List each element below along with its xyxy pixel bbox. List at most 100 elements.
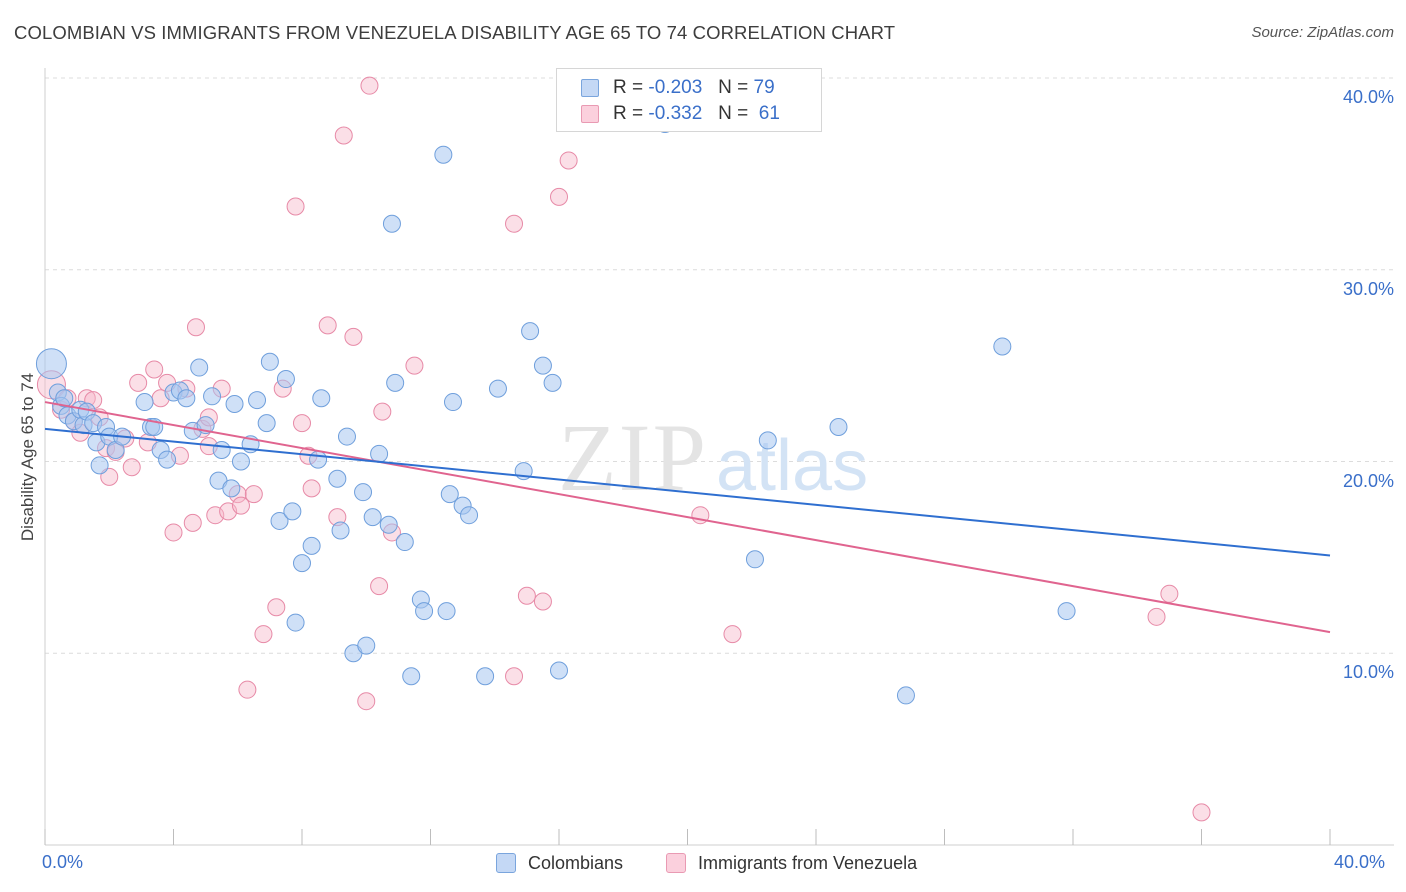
x-tick-label-max: 40.0% xyxy=(1334,852,1386,872)
colombians-point xyxy=(190,358,209,377)
venezuela-point xyxy=(723,625,742,644)
colombians-point xyxy=(357,636,376,655)
venezuela-point xyxy=(100,467,119,486)
venezuela-point xyxy=(318,316,337,335)
n-label: N = xyxy=(718,103,749,124)
colombians-point xyxy=(533,356,552,375)
colombians-point xyxy=(402,667,421,686)
colombians-point xyxy=(521,322,540,341)
colombians-point xyxy=(270,511,289,530)
venezuela-point xyxy=(183,513,202,532)
venezuela-point xyxy=(550,187,568,206)
colombians-point xyxy=(328,469,347,488)
grid-lines xyxy=(45,77,1394,654)
venezuela-point xyxy=(1147,607,1166,626)
source-credit: Source: ZipAtlas.com xyxy=(1251,24,1394,41)
colombians-point xyxy=(35,348,67,380)
r-label: R = xyxy=(613,103,644,124)
chart-title: COLOMBIAN VS IMMIGRANTS FROM VENEZUELA D… xyxy=(14,22,896,43)
colombians-point xyxy=(1057,602,1076,621)
venezuela-point xyxy=(1160,584,1179,603)
venezuela-point xyxy=(373,402,392,421)
venezuela-point xyxy=(344,327,363,346)
colombians-point xyxy=(260,352,279,371)
r-value-colombians: -0.203 xyxy=(648,77,703,98)
colombians-point xyxy=(415,602,434,621)
colombians-point xyxy=(434,145,453,164)
trend-line-colombians xyxy=(44,427,1331,557)
venezuela-point xyxy=(559,151,578,170)
venezuela-point xyxy=(1192,803,1211,822)
colombians-point xyxy=(745,550,764,569)
axes xyxy=(44,68,1394,846)
colombians-point xyxy=(337,427,356,446)
colombians-point xyxy=(395,533,414,552)
colombians-point xyxy=(443,393,462,412)
colombians-point xyxy=(896,686,915,705)
series-venezuela-points xyxy=(36,76,1211,822)
colombians-point xyxy=(257,414,276,433)
y-tick-label-3: 40.0% xyxy=(1342,87,1394,107)
venezuela-point xyxy=(357,692,376,711)
r-value-venezuela: -0.332 xyxy=(648,103,703,124)
colombians-point xyxy=(379,515,398,534)
colombians-point xyxy=(286,613,305,632)
colombians-point xyxy=(354,483,373,502)
colombians-point xyxy=(829,417,848,436)
colombians-point xyxy=(993,337,1012,356)
venezuela-point xyxy=(267,598,286,617)
colombians-point xyxy=(370,444,389,463)
venezuela-point xyxy=(533,592,552,611)
venezuela-point xyxy=(254,625,273,644)
venezuela-point xyxy=(334,126,353,145)
colombians-point xyxy=(543,373,562,392)
colombians-point xyxy=(386,373,405,392)
colombians-point xyxy=(312,389,331,408)
venezuela-point xyxy=(302,479,321,498)
colombians-point xyxy=(135,393,154,412)
venezuela-point xyxy=(122,458,141,477)
venezuela-point xyxy=(231,496,250,515)
venezuela-point xyxy=(129,373,148,392)
colombians-point xyxy=(758,431,777,450)
colombians-point xyxy=(283,502,302,521)
colombians-point xyxy=(382,214,401,233)
venezuela-point xyxy=(286,197,305,216)
colombians-point xyxy=(363,508,382,527)
venezuela-point xyxy=(405,356,424,375)
watermark: ZIP atlas xyxy=(558,404,868,511)
colombians-point xyxy=(212,440,231,459)
colombians-point xyxy=(90,456,109,475)
colombians-point xyxy=(476,667,495,686)
colombians-point xyxy=(488,379,507,398)
colombians-point xyxy=(331,521,350,540)
colombians-point xyxy=(158,450,177,469)
y-tick-label-0: 10.0% xyxy=(1342,662,1394,683)
colombians-point xyxy=(309,450,328,469)
legend-swatch-venezuela xyxy=(666,853,686,873)
venezuela-point xyxy=(244,485,263,504)
colombians-point xyxy=(276,370,295,389)
venezuela-point xyxy=(505,667,524,686)
colombians-point xyxy=(203,387,222,406)
y-tick-label-1: 20.0% xyxy=(1342,470,1394,491)
n-label: N = xyxy=(718,77,749,98)
colombians-point xyxy=(293,554,311,573)
venezuela-point xyxy=(505,214,524,233)
colombians-point xyxy=(177,389,196,408)
legend-swatch-colombians xyxy=(496,853,516,873)
colombians-point xyxy=(302,536,321,555)
legend-label-venezuela: Immigrants from Venezuela xyxy=(698,853,918,873)
colombians-point xyxy=(225,394,244,413)
venezuela-point xyxy=(517,586,536,605)
colombians-point xyxy=(248,391,267,410)
colombians-point xyxy=(222,479,241,498)
colombians-point xyxy=(550,661,568,680)
colombians-point xyxy=(231,452,250,471)
swatch-venezuela xyxy=(581,105,599,123)
venezuela-point xyxy=(186,318,205,337)
venezuela-point xyxy=(145,360,164,379)
legend-label-colombians: Colombians xyxy=(528,853,624,873)
colombians-point xyxy=(440,485,459,504)
